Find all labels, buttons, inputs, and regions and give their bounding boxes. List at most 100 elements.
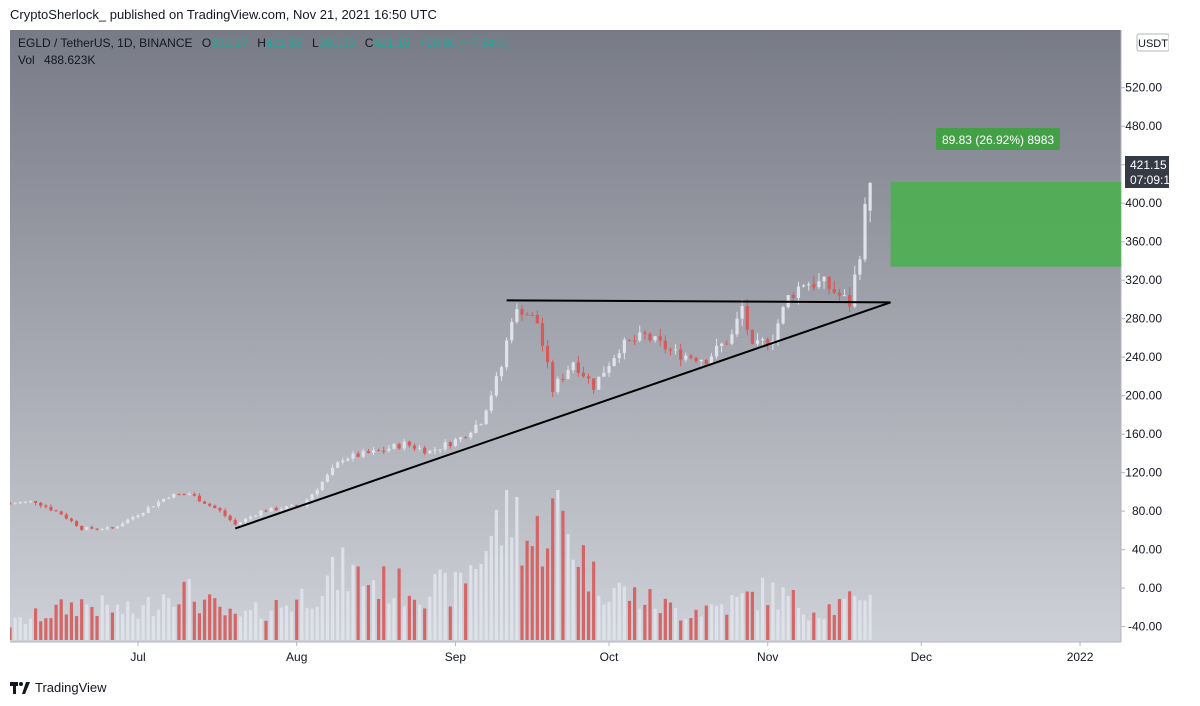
candle-body (197, 495, 202, 502)
candle-body (325, 474, 330, 482)
currency-badge[interactable]: USDT (1136, 33, 1170, 52)
candle-body (105, 527, 109, 530)
candle-body (868, 182, 872, 211)
volume-bar (156, 609, 161, 640)
candle-body (745, 306, 749, 330)
candle-body (110, 527, 114, 529)
price-tick-label: 400.00 (1125, 196, 1162, 210)
volume-bar (766, 605, 770, 640)
candle-body (223, 510, 227, 516)
volume-bar (761, 577, 765, 640)
volume-bar (141, 605, 145, 640)
volume-bar (402, 606, 406, 640)
volume-bar (433, 574, 437, 640)
volume-bar (131, 613, 135, 640)
footer-brand[interactable]: TradingView (10, 680, 107, 695)
candle-body (59, 511, 63, 515)
candle-body (704, 359, 708, 365)
volume-bar (146, 597, 150, 640)
candle-body (842, 295, 847, 297)
candle-body (801, 285, 806, 287)
candle-body (684, 355, 688, 360)
volume-bar (786, 595, 790, 640)
volume-bar (535, 516, 539, 640)
trendlines[interactable] (234, 299, 891, 530)
volume-bar (612, 588, 616, 640)
candle-body (356, 453, 360, 457)
volume-bar (556, 490, 560, 640)
legend-open-label: O (202, 36, 211, 50)
candle-body (837, 292, 841, 296)
volume-bar (694, 609, 698, 640)
legend-high-value: 421.85 (266, 36, 303, 50)
volume-bar (290, 611, 294, 640)
candle-body (515, 309, 519, 323)
candle-body (479, 424, 483, 426)
candle-body (551, 362, 555, 392)
time-axis[interactable]: Jul Aug Sep Oct Nov Dec 2022 (130, 642, 1094, 664)
target-box[interactable] (890, 182, 1121, 267)
candle-body (269, 507, 273, 512)
candle-body (151, 506, 155, 508)
candle-body (192, 494, 196, 496)
candle-body (49, 506, 53, 511)
candle-body (64, 514, 68, 519)
candle-body (735, 318, 739, 335)
candle-body (571, 362, 575, 370)
volume-bar (515, 496, 519, 640)
volume-bar (254, 602, 258, 640)
time-tick-label: Jul (130, 650, 145, 664)
candle-body (545, 345, 550, 363)
volume-bar (377, 598, 381, 640)
candle-body (146, 507, 150, 513)
candle-body (535, 315, 539, 324)
candle-body (69, 518, 74, 521)
volume-bar (423, 608, 427, 640)
candle-body (74, 520, 79, 526)
currency-label: USDT (1138, 38, 1168, 50)
candle-body (382, 450, 386, 452)
plot-background (10, 30, 1121, 642)
volume-bar (853, 596, 857, 640)
candle-body (530, 314, 534, 316)
volume-bar (105, 604, 109, 640)
candle-body (607, 366, 611, 373)
candle-body (243, 518, 248, 523)
volume-bar (525, 540, 529, 640)
volume-bar (679, 620, 683, 640)
candle-body (796, 286, 801, 298)
candle-body (310, 494, 314, 500)
price-tick-label: 480.00 (1125, 119, 1162, 133)
volume-bar (28, 618, 33, 640)
candle-body (121, 523, 125, 527)
candle-body (182, 494, 186, 496)
candle-body (233, 520, 237, 525)
volume-bar (469, 565, 473, 640)
volume-bar (177, 604, 181, 640)
candle-body (699, 359, 703, 362)
price-axis[interactable]: 520.00480.00440.00400.00360.00320.00280.… (1121, 81, 1162, 634)
candle-body (612, 358, 616, 367)
volume-bar (489, 535, 493, 640)
volume-bar (59, 599, 63, 640)
candle-body (392, 444, 396, 449)
volume-bar (202, 599, 207, 640)
candle-body (853, 274, 857, 307)
candle-body (177, 493, 181, 495)
volume-bar (208, 594, 212, 640)
volume-bar (8, 627, 12, 640)
candle-body (725, 343, 729, 345)
candle-body (28, 501, 33, 503)
candle-body (249, 516, 253, 519)
candle-body (100, 529, 104, 531)
candle-body (494, 376, 498, 396)
candle-body (458, 437, 463, 440)
volume-bar (182, 581, 186, 640)
price-chart[interactable]: 89.83 (26.92%) 8983 520.00480.00440.0040… (8, 30, 1177, 671)
chart-area[interactable]: 89.83 (26.92%) 8983 520.00480.00440.0040… (8, 30, 1177, 671)
volume-bar (115, 604, 120, 640)
volume-bar (704, 605, 708, 640)
candle-body (95, 528, 99, 530)
volume-bar (249, 609, 253, 640)
candle-body (638, 332, 642, 341)
